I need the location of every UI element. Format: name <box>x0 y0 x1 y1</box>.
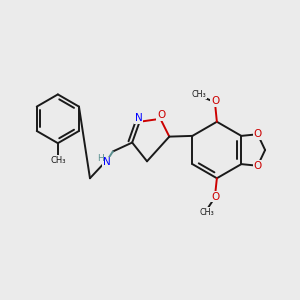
Text: H: H <box>97 154 104 163</box>
Text: O: O <box>157 110 165 120</box>
Text: CH₃: CH₃ <box>200 208 215 217</box>
Text: N: N <box>135 113 142 123</box>
Text: O: O <box>211 192 220 202</box>
Text: O: O <box>211 96 220 106</box>
Text: CH₃: CH₃ <box>50 156 66 165</box>
Text: CH₃: CH₃ <box>192 90 206 99</box>
Text: N: N <box>103 158 111 167</box>
Text: O: O <box>254 160 262 171</box>
Text: O: O <box>254 129 262 140</box>
